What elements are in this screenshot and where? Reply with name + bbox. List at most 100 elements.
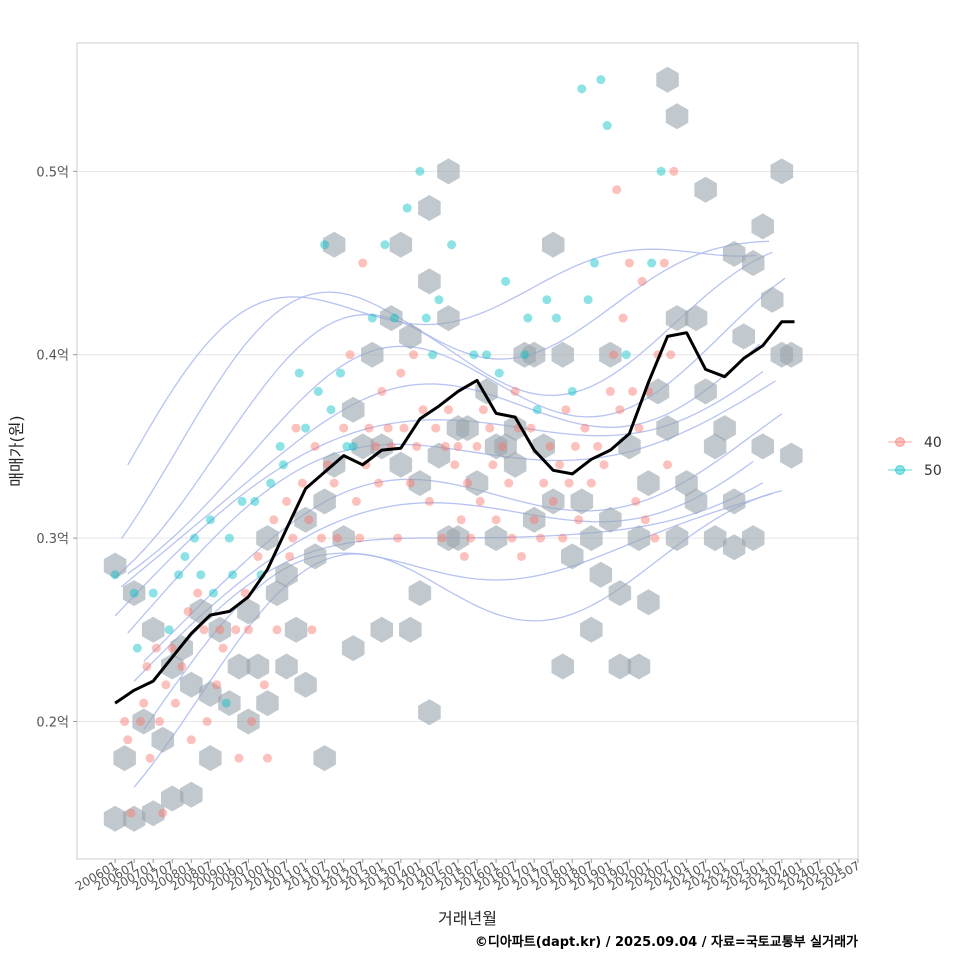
data-point (151, 643, 161, 653)
data-point (218, 643, 228, 653)
hexbin-cell (332, 525, 355, 552)
data-point (148, 588, 158, 598)
hexbin-cell (503, 451, 527, 478)
data-point (536, 533, 546, 543)
hexbin-cell (161, 785, 184, 812)
data-point (215, 625, 225, 635)
data-point (351, 496, 361, 506)
data-point (336, 368, 346, 378)
data-point (243, 625, 253, 635)
data-point (650, 533, 660, 543)
data-point (634, 423, 644, 433)
data-point (463, 478, 472, 488)
hexbin-cell (770, 158, 794, 185)
data-point (624, 258, 634, 268)
hexbin-cell (627, 653, 651, 680)
data-point (440, 441, 450, 451)
hexbin-cell (237, 708, 260, 735)
hexbin-cell (780, 341, 803, 368)
hexbin-cell (751, 433, 774, 460)
hexbin-cell (570, 488, 594, 515)
hexbin-cell (542, 488, 565, 515)
hexbin-cell (151, 726, 174, 753)
data-point (586, 478, 596, 488)
hexbin-cell (256, 525, 279, 552)
hexbin-layer (103, 66, 803, 832)
data-point (126, 808, 136, 818)
data-point (304, 515, 314, 525)
hexbin-cell (246, 653, 270, 680)
hexbin-cell (722, 534, 746, 561)
data-point (593, 441, 603, 451)
data-point (570, 441, 580, 451)
data-point (374, 478, 384, 488)
data-point (669, 166, 679, 176)
legend-40-marker (895, 437, 905, 447)
data-point (497, 441, 507, 451)
data-point (231, 625, 241, 635)
hexbin-cell (742, 525, 765, 552)
hexbin-cell (780, 442, 803, 469)
data-point (278, 460, 288, 470)
legend-50-marker (895, 465, 905, 475)
hexbin-cell (703, 433, 727, 460)
data-point (418, 405, 428, 415)
data-point (472, 441, 482, 451)
hexbin-cell (284, 616, 308, 643)
hexbin-cell (656, 415, 679, 442)
data-point (132, 643, 142, 653)
hexbin-cell (665, 525, 689, 552)
hexbin-cell (237, 598, 260, 625)
data-point (580, 423, 590, 433)
data-point (424, 496, 434, 506)
data-point (332, 533, 342, 543)
data-point (548, 496, 558, 506)
x-axis-ticks: 2006012006072007012007072008012008072009… (73, 858, 863, 893)
data-point (510, 386, 520, 396)
data-point (631, 496, 641, 506)
hexbin-cell (646, 378, 670, 405)
data-point (431, 423, 441, 433)
data-point (640, 515, 650, 525)
data-point (221, 698, 231, 708)
y-tick-label: 0.2억 (36, 715, 69, 730)
data-point (250, 496, 260, 506)
hexbin-cell (199, 745, 222, 772)
data-point (583, 295, 593, 305)
data-point (320, 240, 330, 250)
data-point (507, 533, 517, 543)
hexbin-cell (599, 506, 622, 533)
y-tick-label: 0.3억 (36, 532, 69, 547)
hexbin-cell (141, 800, 165, 827)
data-point (529, 515, 539, 525)
data-point (367, 313, 377, 323)
hexbin-cell (703, 525, 727, 552)
data-point (269, 515, 279, 525)
data-point (428, 350, 438, 360)
hexbin-cell (361, 341, 384, 368)
data-point (520, 350, 530, 360)
hexbin-cell (227, 653, 251, 680)
hexbin-cell (580, 525, 603, 552)
data-point (247, 716, 257, 726)
hexbin-cell (522, 506, 546, 533)
data-point (237, 496, 247, 506)
data-point (326, 405, 336, 415)
data-point (555, 460, 565, 470)
hexbin-cell (437, 158, 460, 185)
data-point (612, 185, 622, 195)
data-point (135, 716, 145, 726)
data-point (301, 423, 311, 433)
hexbin-cell (399, 616, 422, 643)
hexbin-cell (303, 543, 327, 570)
hexbin-cell (418, 195, 441, 221)
hexbin-cell (370, 616, 393, 643)
hexbin-cell (665, 103, 689, 130)
hexbin-cell (694, 378, 717, 405)
data-point (589, 258, 599, 268)
data-point (602, 121, 612, 131)
legend-50-label: 50 (924, 463, 942, 479)
data-point (313, 386, 323, 396)
data-point (618, 313, 628, 323)
